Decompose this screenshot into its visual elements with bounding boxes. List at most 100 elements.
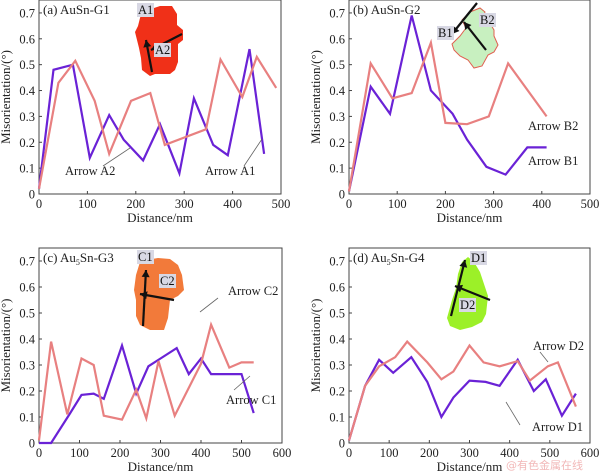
inset-label: D1 xyxy=(471,251,486,265)
x-tick-label: 300 xyxy=(151,446,170,460)
inset-label-bg xyxy=(470,251,487,265)
title-part: Sn-G3 xyxy=(80,250,114,265)
x-tick-label: 200 xyxy=(111,446,130,460)
series-line-arrow-d1 xyxy=(347,355,577,441)
y-tick-label: 0.5 xyxy=(329,307,345,321)
chart-panel-a: 0 100 200 300 400 500 0 0.1 0.2 0.3 0.4 0.5 0.6 0.7 Di… xyxy=(0,0,290,225)
arrow-2-icon-head xyxy=(140,291,148,300)
series-annotation: Arrow D2 xyxy=(533,339,584,353)
x-tick-label: 400 xyxy=(192,446,211,460)
y-tick-label: 0 xyxy=(29,437,35,451)
grain-inset: A1 A2 xyxy=(135,3,183,76)
y-tick-label: 0.2 xyxy=(19,136,35,150)
y-tick-label: 0.6 xyxy=(19,32,35,46)
inset-label: A1 xyxy=(138,3,153,17)
arrow-1-icon-head xyxy=(143,40,152,48)
y-tick-label: 0.7 xyxy=(329,6,345,20)
y-tick-label: 0 xyxy=(29,188,35,202)
panel-title: (d) Au5Sn-G4 xyxy=(353,250,425,267)
inset-label-bg xyxy=(154,43,171,57)
series-annotation: Arrow C1 xyxy=(226,393,276,407)
chart-panel-c: 0 100 200 300 400 500 600 0 0.1 0.2 0.3 0.4 0.5 0.6 0.… xyxy=(0,247,292,473)
annotation-leader xyxy=(505,401,521,426)
series-line-arrow-c1 xyxy=(39,341,255,445)
annotation-leader xyxy=(243,138,263,167)
y-tick-label: 0.4 xyxy=(19,333,35,347)
arrow-1-icon-head xyxy=(459,260,468,268)
arrow-2-icon-head xyxy=(464,22,472,30)
annotation-leader xyxy=(102,147,131,167)
x-tick-label: 0 xyxy=(36,197,42,211)
grain-inset: D1 D2 xyxy=(447,251,491,330)
series-annotation: Arrow D1 xyxy=(532,420,583,434)
inset-label-bg xyxy=(459,298,476,312)
title-part: (b) AuSn-G2 xyxy=(353,2,421,17)
grain-shape xyxy=(447,257,488,330)
arrow-2-icon-head xyxy=(455,284,463,293)
title-part: (a) AuSn-G1 xyxy=(43,2,110,17)
series-annotation: Arrow B2 xyxy=(528,119,578,133)
y-tick-label: 0.6 xyxy=(19,281,35,295)
inset-label: A2 xyxy=(155,43,170,57)
x-tick-label: 500 xyxy=(540,446,559,460)
y-tick-label: 0.3 xyxy=(329,359,345,373)
y-axis-label: Misorientation/(°) xyxy=(0,298,13,392)
grain-inset: C1 C2 xyxy=(134,250,184,330)
x-tick-label: 400 xyxy=(223,197,242,211)
inset-label: C1 xyxy=(138,250,153,264)
series-line-arrow-b2 xyxy=(347,38,548,192)
x-tick-label: 600 xyxy=(581,446,600,460)
x-tick-label: 0 xyxy=(346,446,352,460)
series-annotation: Arrow C2 xyxy=(228,284,278,298)
inset-label-bg xyxy=(137,3,154,17)
x-tick-label: 0 xyxy=(36,446,42,460)
series-line-arrow-c2 xyxy=(37,321,254,441)
inset-label: D2 xyxy=(460,298,475,312)
x-tick-label: 200 xyxy=(436,197,455,211)
subscript: 5 xyxy=(76,258,80,267)
y-tick-label: 0 xyxy=(339,188,345,202)
x-tick-label: 100 xyxy=(388,197,407,211)
x-tick-label: 500 xyxy=(581,197,600,211)
title-part: (c) Au xyxy=(43,250,76,265)
series-line-arrow-d2 xyxy=(347,339,577,441)
panel-title: (c) Au5Sn-G3 xyxy=(43,250,114,267)
x-axis-label: Distance/nm xyxy=(127,210,193,225)
x-tick-label: 300 xyxy=(460,446,479,460)
inset-label: B1 xyxy=(438,26,453,40)
y-axis-label: Misorientation/(°) xyxy=(308,50,323,144)
y-tick-label: 0.2 xyxy=(329,385,345,399)
x-tick-label: 600 xyxy=(273,446,292,460)
annotation-leader xyxy=(539,351,549,363)
y-tick-label: 0.1 xyxy=(329,411,345,425)
chart-panel-b: 0 100 200 300 400 500 0 0.1 0.2 0.3 0.4 0.5 0.6 0.7 Di… xyxy=(308,0,599,225)
series-annotation: Arrow B1 xyxy=(528,154,578,168)
y-tick-label: 0.3 xyxy=(19,359,35,373)
x-tick-label: 100 xyxy=(78,197,97,211)
inset-label-bg xyxy=(437,26,454,40)
annotation-leader xyxy=(233,375,251,391)
y-tick-label: 0.5 xyxy=(19,307,35,321)
y-tick-label: 0.2 xyxy=(329,136,345,150)
y-tick-label: 0.5 xyxy=(329,58,345,72)
subscript: 5 xyxy=(387,258,391,267)
series-annotation: Arrow A1 xyxy=(205,164,255,178)
arrow-1-icon xyxy=(141,269,148,327)
x-tick-label: 100 xyxy=(70,446,89,460)
y-tick-label: 0.4 xyxy=(19,84,35,98)
y-tick-label: 0.6 xyxy=(329,281,345,295)
inset-label: C2 xyxy=(160,274,175,288)
y-tick-label: 0 xyxy=(339,437,345,451)
arrow-1-icon-head xyxy=(141,270,150,278)
x-tick-label: 200 xyxy=(420,446,439,460)
y-tick-label: 0.7 xyxy=(19,6,35,20)
y-axis-label: Misorientation/(°) xyxy=(0,50,13,144)
grain-inset: B1 B2 xyxy=(437,2,499,69)
x-tick-label: 500 xyxy=(232,446,251,460)
inset-label-bg xyxy=(479,13,496,27)
y-axis-label: Misorientation/(°) xyxy=(308,298,323,392)
title-part: Sn-G4 xyxy=(391,250,425,265)
x-tick-label: 200 xyxy=(126,197,145,211)
x-axis-label: Distance/nm xyxy=(437,210,503,225)
x-tick-label: 400 xyxy=(532,197,551,211)
